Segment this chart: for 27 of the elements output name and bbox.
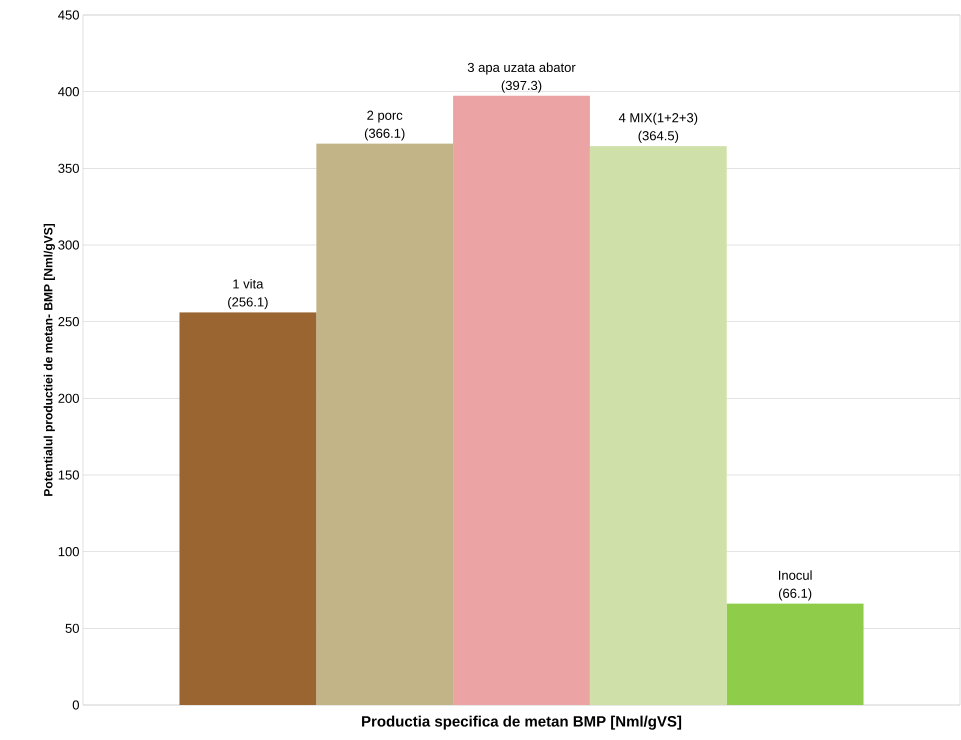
data-label: (397.3) [502,80,542,93]
y-tick-label: 400 [58,87,79,96]
series-label: 4 MIX(1+2+3) [618,112,698,125]
y-tick-label: 100 [58,547,79,556]
data-label: (66.1) [778,588,812,600]
y-tick-label: 200 [58,394,79,403]
y-tick-label: 0 [72,700,79,710]
y-axis-title: Potentialul productiei de metan- BMP [Nml/gVS] [44,224,55,496]
y-tick-label: 250 [58,317,79,326]
bar [316,144,454,705]
series-label: 2 porc [367,110,402,122]
y-tick-label: 150 [58,470,79,480]
x-axis-title: Productia specifica de metan BMP [Nml/gVS] [362,716,682,730]
bar [590,146,727,705]
series-label: Inocul [778,570,812,580]
data-label: (366.1) [364,128,404,140]
y-tick-label: 50 [66,624,79,633]
y-tick-label: 300 [58,240,79,250]
data-label: (256.1) [228,296,268,310]
series-label: 1 vita [233,278,264,289]
bar [179,312,316,705]
series-label: 3 apa uzata abator [468,62,576,75]
bar [453,96,590,705]
data-label: (364.5) [638,130,678,143]
y-tick-label: 450 [58,10,79,20]
bar [726,604,864,705]
y-tick-label: 350 [58,164,79,173]
